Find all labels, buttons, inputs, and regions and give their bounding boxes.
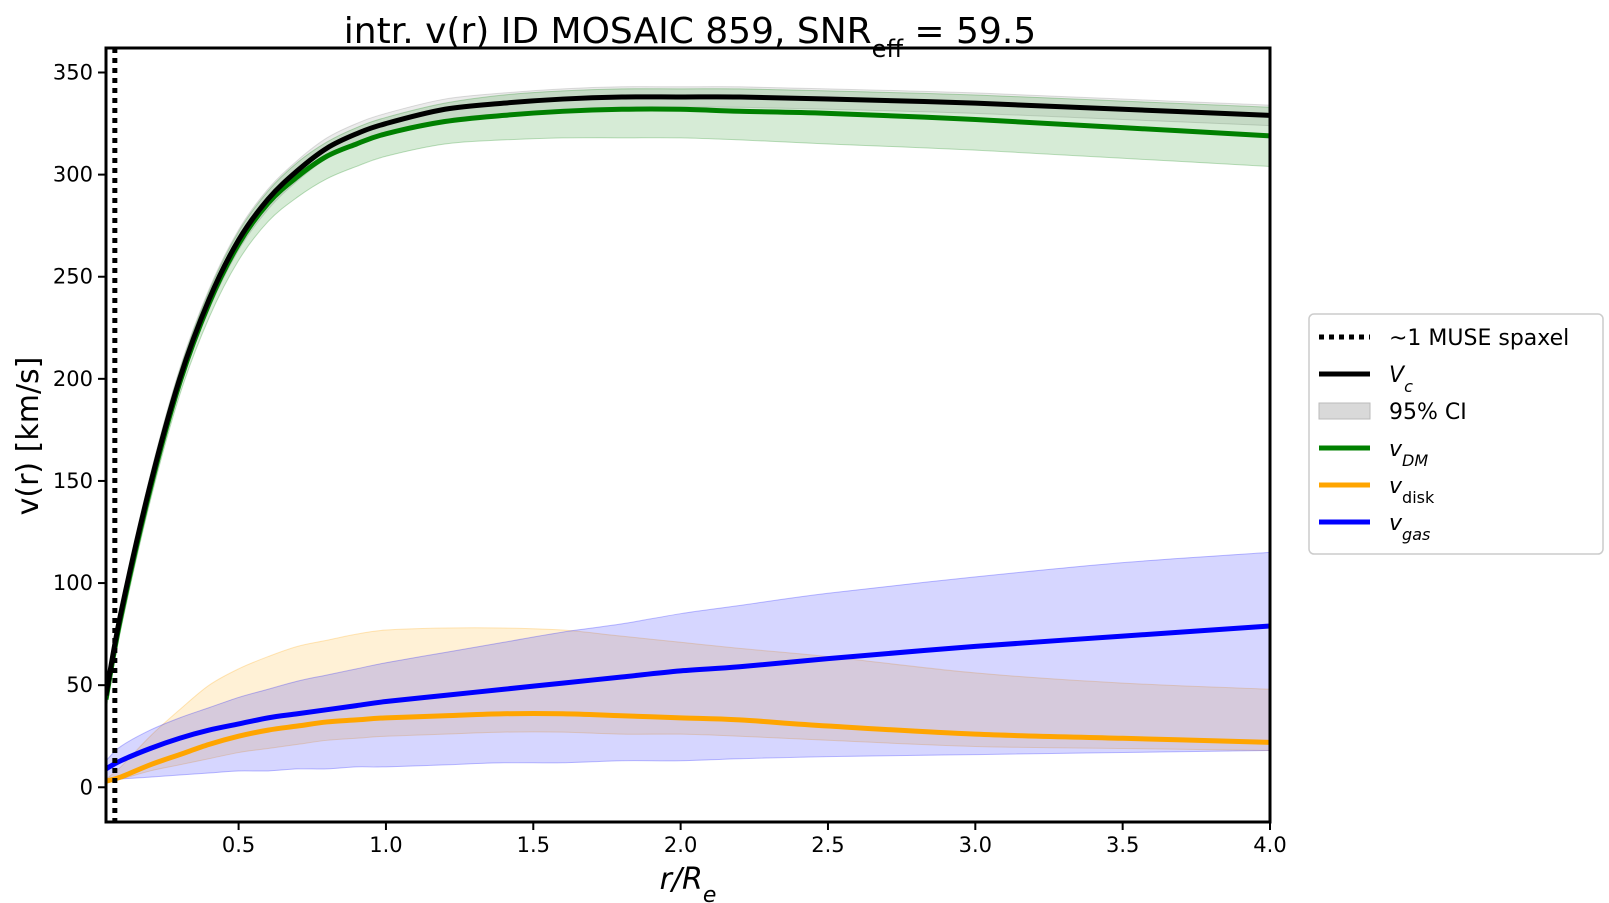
x-tick-label: 3.5 [1106,833,1139,857]
x-tick-label: 2.5 [811,833,844,857]
x-tick-label: 1.0 [369,833,402,857]
legend-entry-v-dm: vDM [1319,437,1428,470]
confidence-bands [106,86,1270,782]
legend-box [1308,313,1604,555]
legend-label: Vc [1389,363,1413,396]
chart-title: intr. v(r) ID MOSAIC 859, SNReff = 59.5 [344,11,1036,63]
band-v-gas [106,551,1270,782]
y-tick-label: 150 [53,469,93,493]
x-tick-label: 4.0 [1253,833,1286,857]
band-v-c [106,86,1270,706]
x-axis-ticks: 0.5 1.0 1.5 2.0 2.5 3.0 3.5 4.0 [222,822,1287,857]
x-tick-label: 2.0 [664,833,697,857]
plot-frame [104,46,1272,824]
legend-entry-v-gas: vgas [1319,511,1430,544]
legend-label: vdisk [1389,474,1435,507]
y-tick-label: 200 [53,367,93,391]
y-axis-label: v(r) [km/s] [11,357,46,516]
x-tick-label: 3.0 [959,833,992,857]
legend-entry-v-c: Vc [1319,363,1413,396]
legend: ~1 MUSE spaxel Vc 95% CI vDM vdisk vgas [1308,313,1604,555]
y-tick-label: 100 [53,571,93,595]
y-tick-label: 50 [66,673,93,697]
line-v-disk [106,711,1270,784]
line-v-gas [106,623,1270,772]
legend-handle [1318,402,1371,420]
x-tick-label: 1.5 [517,833,550,857]
x-axis-label: r/Re [660,862,717,903]
y-tick-label: 250 [53,265,93,289]
y-tick-label: 350 [53,61,93,85]
legend-entry-1-muse-spaxel: ~1 MUSE spaxel [1319,326,1569,351]
legend-label: vDM [1389,437,1428,470]
series-lines [106,94,1270,784]
y-tick-label: 300 [53,163,93,187]
y-tick-label: 0 [80,775,93,799]
line-v-c [106,94,1270,696]
legend-label: vgas [1389,511,1430,544]
band-v-disk [106,627,1270,782]
band-v-dm [106,88,1270,710]
legend-label: ~1 MUSE spaxel [1389,326,1569,351]
x-tick-label: 0.5 [222,833,255,857]
y-axis-ticks: 0 50 100 150 200 250 300 350 [53,61,106,799]
legend-entry-95-ci: 95% CI [1318,400,1467,425]
legend-label: 95% CI [1389,400,1467,425]
legend-entry-v-disk: vdisk [1319,474,1435,507]
